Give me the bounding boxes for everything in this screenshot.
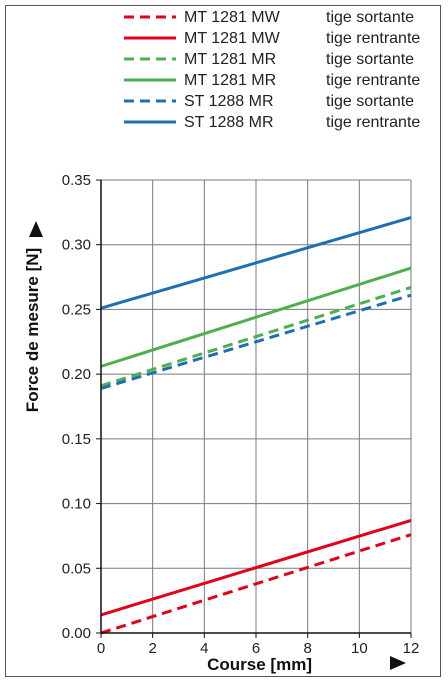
legend: MT 1281 MW tige sortante MT 1281 MW tige re… [124, 9, 420, 131]
legend-model-3: MT 1281 MR [184, 51, 276, 68]
y-tick-label: 0.20 [62, 366, 91, 383]
x-tick-label: 10 [351, 640, 368, 657]
x-tick-label: 2 [148, 640, 156, 657]
y-tick-label: 0.00 [62, 625, 91, 642]
series-line-6 [100, 216, 412, 310]
x-axis-arrow-icon [390, 656, 406, 670]
legend-model-2: MT 1281 MW [184, 30, 281, 47]
legend-direction-3: tige sortante [326, 51, 414, 68]
x-tick-label: 4 [200, 640, 208, 657]
legend-model-5: ST 1288 MR [184, 93, 274, 110]
legend-model-4: MT 1281 MR [184, 72, 276, 89]
x-tick-label: 12 [403, 640, 420, 657]
y-axis-title: Force de mesure [N] [23, 248, 42, 412]
series-line-3 [100, 285, 412, 388]
x-tick-label: 6 [252, 640, 260, 657]
series-lines [100, 216, 412, 635]
series-line-5 [100, 293, 412, 390]
x-axis-title: Course [mm] [207, 655, 312, 674]
axes: Course [mm] Force de mesure [N] 0.00 0.05… [23, 172, 419, 674]
legend-direction-2: tige rentrante [326, 30, 420, 47]
series-line-4 [100, 266, 412, 368]
series-line-2 [100, 518, 412, 617]
legend-direction-6: tige rentrante [326, 114, 420, 131]
series-line-1 [100, 533, 412, 635]
y-tick-label: 0.15 [62, 431, 91, 448]
legend-direction-4: tige rentrante [326, 72, 420, 89]
x-tick-label: 8 [303, 640, 311, 657]
chart-frame [5, 5, 441, 677]
grid [101, 179, 412, 633]
y-tick-label: 0.05 [62, 560, 91, 577]
legend-model-1: MT 1281 MW [184, 9, 281, 26]
y-tick-label: 0.30 [62, 237, 91, 254]
y-tick-label: 0.10 [62, 496, 91, 513]
x-tick-label: 0 [97, 640, 105, 657]
legend-model-6: ST 1288 MR [184, 114, 274, 131]
y-axis-arrow-icon [29, 221, 43, 237]
y-tick-label: 0.25 [62, 301, 91, 318]
y-tick-label: 0.35 [62, 172, 91, 189]
legend-direction-1: tige sortante [326, 9, 414, 26]
legend-direction-5: tige sortante [326, 93, 414, 110]
